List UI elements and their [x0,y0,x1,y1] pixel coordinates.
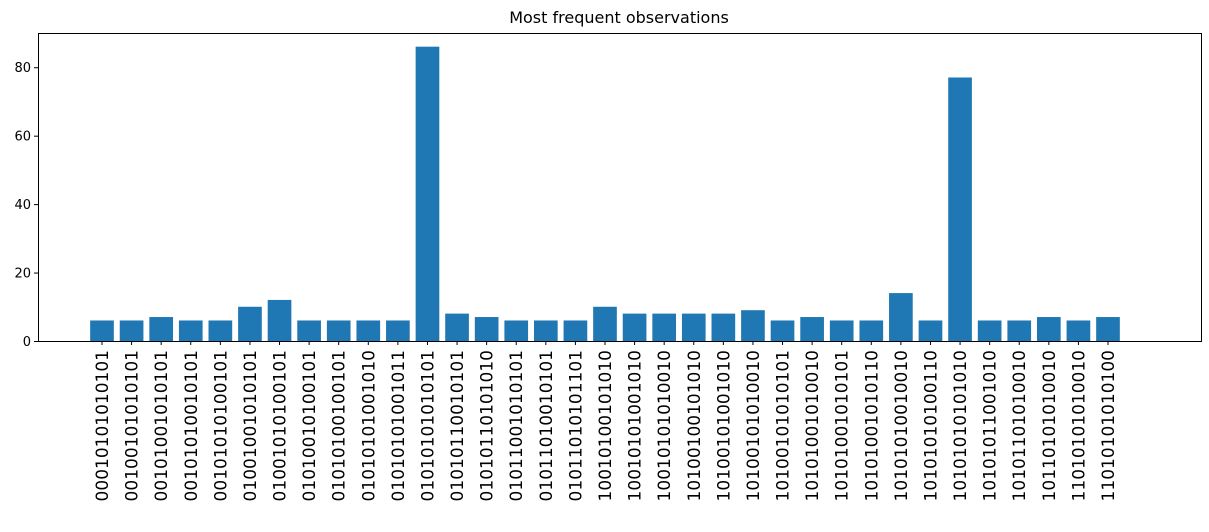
x-tick-label: 01010101001010 [359,350,379,501]
x-tick-label: 00101001010101 [152,350,172,501]
bar-01010101001011 [386,320,410,341]
bars-group [90,46,1120,342]
bar-01001001010101 [238,306,262,341]
x-tick-label: 10110101010010 [1040,350,1060,501]
y-tick-label: 20 [14,267,31,282]
bar-01010110010101 [445,313,469,341]
x-tick-label: 11010101010010 [1069,350,1089,501]
x-tick-label: 01001010100101 [271,350,291,501]
bar-01011001010101 [504,320,529,341]
x-tick-label: 01011010101101 [566,350,586,501]
bar-10010100101010 [593,306,617,341]
x-tick-label: 10100101010010 [744,350,764,501]
x-tick-label: 10010100101010 [596,350,616,501]
x-tick-label: 10101011001010 [981,350,1001,501]
x-tick-label: 00101010100101 [211,350,231,501]
bar-01010101010101 [415,46,440,341]
bar-10100100101010 [681,313,706,341]
bar-10100101010010 [741,310,765,341]
bar-10101010010010 [889,293,913,341]
x-tick-label: 10101010100110 [921,350,941,501]
bar-01010100100101 [326,320,351,341]
bar-10101101010010 [1007,320,1032,341]
x-tick-label: 10101101010010 [1010,350,1030,501]
bar-11010101010100 [1096,317,1120,341]
x-tick-label: 10101010101010 [951,350,971,501]
x-tick-label: 01010101001011 [389,350,409,501]
plot-frame [38,33,1202,342]
x-tick-label: 00010101010101 [93,350,113,501]
bar-10110101010010 [1036,317,1061,341]
y-axis: 0 20 40 60 80 [14,61,38,350]
x-tick-label: 10010101010010 [655,350,675,501]
x-tick-label: 11010101010100 [1099,350,1119,501]
x-tick-label: 10101001010010 [803,350,823,501]
bar-11010101010010 [1066,320,1091,341]
bar-10101010100110 [918,320,943,341]
x-tick-label: 01010110101010 [478,350,498,501]
bar-10101011001010 [977,320,1002,341]
x-tick-label: 00101010010101 [182,350,202,501]
x-tick-label: 10100100101010 [685,350,705,501]
x-tick-label: 01011010010101 [537,350,557,501]
x-axis: 00010101010101 00100101010101 001010010101… [93,341,1119,501]
x-tick-label: 10101001010110 [862,350,882,501]
bar-01001010100101 [267,299,292,341]
x-tick-label: 10100101001010 [714,350,734,501]
bar-10100101001010 [711,313,736,341]
x-tick-label: 10010101001010 [626,350,646,501]
bar-00101010100101 [208,320,233,341]
bar-01010101001010 [356,320,381,341]
x-tick-label: 01010010100101 [300,350,320,501]
bar-01011010101101 [563,320,588,341]
x-tick-label: 01001001010101 [241,350,261,501]
bar-00101001010101 [149,317,174,341]
bar-10010101010010 [652,313,677,341]
x-tick-label: 01010101010101 [418,350,438,501]
bar-01010010100101 [297,320,321,341]
bar-01010110101010 [474,317,499,341]
bar-00100101010101 [119,320,144,341]
x-tick-label: 10101010010010 [892,350,912,501]
bar-10100101010101 [770,320,795,341]
x-tick-label: 01010110010101 [448,350,468,501]
bar-10101010101010 [948,77,972,342]
bar-00010101010101 [90,320,114,341]
x-tick-label: 01011001010101 [507,350,527,501]
y-tick-label: 80 [14,61,31,76]
x-tick-label: 01010100100101 [330,350,350,501]
x-tick-label: 10100101010101 [774,350,794,501]
bar-10101001010101 [829,320,854,341]
y-tick-label: 40 [14,198,31,213]
chart-title: Most frequent observations [509,8,729,27]
bar-01011010010101 [533,320,558,341]
bar-10101001010010 [800,317,824,341]
bar-00101010010101 [178,320,203,341]
bar-10101001010110 [859,320,884,341]
y-tick-label: 0 [23,335,31,350]
y-tick-label: 60 [14,130,31,145]
bar-10010101001010 [622,313,647,341]
x-tick-label: 10101001010101 [833,350,853,501]
x-tick-label: 00100101010101 [123,350,143,501]
